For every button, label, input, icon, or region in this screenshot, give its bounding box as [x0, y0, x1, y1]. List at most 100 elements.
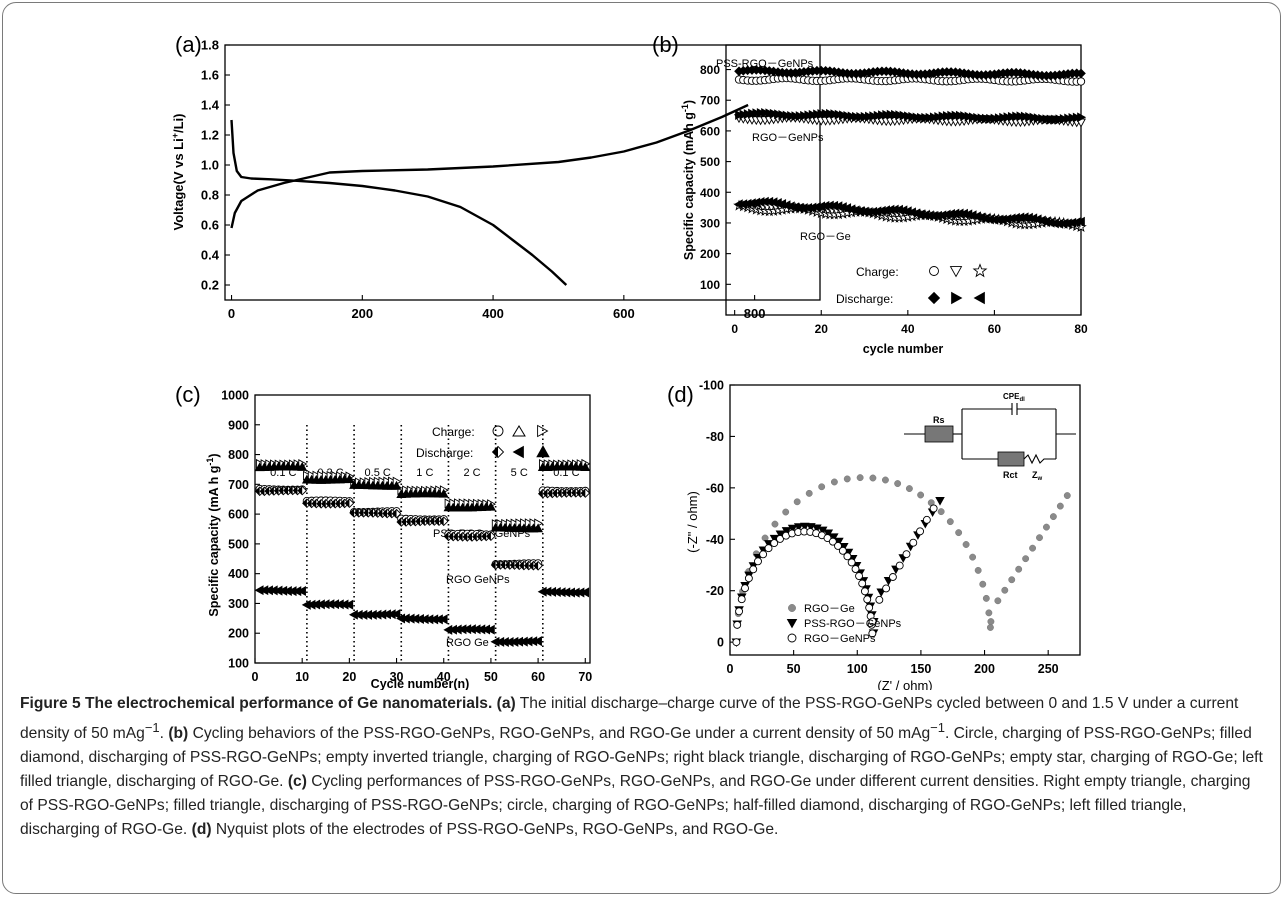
marker-circle-open — [787, 633, 797, 643]
y-tick-label: -100 — [699, 379, 724, 393]
marker-triangle-right — [929, 112, 939, 123]
x-tick-label: 40 — [437, 670, 451, 684]
panel-c-ylabel: Specific capacity (mA h g-1) — [205, 453, 221, 616]
marker-triangle-right — [895, 110, 905, 121]
marker-circle-open — [875, 595, 884, 604]
marker-circle-open — [882, 584, 891, 593]
marker-triangle-right — [1029, 112, 1039, 123]
marker-diamond-half — [533, 560, 543, 571]
marker-triangle-right — [869, 111, 879, 122]
circuit-label-cpe: CPEdl — [1003, 392, 1025, 403]
marker-circle-open — [770, 539, 779, 548]
x-tick-label: 150 — [910, 662, 931, 676]
marker-circle-open — [922, 515, 931, 524]
marker-diamond-half — [344, 498, 355, 509]
marker-circle-open — [733, 620, 742, 629]
rate-label: 1 C — [416, 467, 433, 479]
x-tick-label: 60 — [988, 322, 1002, 336]
y-tick-label: -60 — [706, 481, 724, 495]
marker-triangle-right — [968, 112, 978, 123]
marker-circle-gray — [788, 604, 796, 612]
x-tick-label: 100 — [847, 662, 868, 676]
marker-circle-gray — [1029, 544, 1037, 552]
marker-triangle-down — [793, 523, 804, 532]
marker-triangle-right — [765, 108, 775, 119]
series-diamond-half — [254, 485, 591, 571]
marker-triangle-right — [955, 110, 965, 121]
marker-circle-gray — [843, 475, 851, 483]
caption-c-text: Cycling performances of PSS-RGO-GeNPs, R… — [20, 773, 1251, 839]
marker-circle-open — [929, 504, 938, 513]
discharge-curve — [230, 119, 568, 286]
y-tick-label: 100 — [700, 278, 720, 292]
marker-triangle-right — [839, 110, 849, 121]
marker-triangle-right — [882, 109, 892, 120]
x-tick-label: 20 — [342, 670, 356, 684]
marker-triangle-right — [1033, 113, 1043, 124]
x-tick-label: 250 — [1038, 662, 1059, 676]
panel-c-legend-discharge: Discharge: — [416, 446, 473, 460]
x-tick-label: 70 — [578, 670, 592, 684]
marker-circle-open — [888, 573, 897, 581]
caption-d-text: Nyquist plots of the electrodes of PSS-R… — [215, 821, 779, 839]
x-tick-label: 40 — [901, 322, 915, 336]
marker-circle-gray — [782, 508, 790, 516]
marker-triangle-down-open — [949, 266, 963, 278]
y-tick-label: 800 — [700, 63, 720, 77]
circuit-label-zw: Zw — [1032, 470, 1043, 482]
marker-triangle-right — [1003, 112, 1013, 123]
panel-c-legend-charge: Charge: — [432, 425, 475, 439]
marker-triangle-right — [791, 111, 801, 122]
marker-circle-open — [868, 629, 877, 638]
marker-circle-gray — [937, 508, 945, 516]
marker-circle-gray — [881, 476, 889, 484]
marker-triangle-right — [878, 110, 888, 121]
panel-b-annot-rgo-genps: RGO－GeNPs — [752, 132, 824, 144]
marker-triangle-up — [485, 501, 496, 511]
marker-triangle-right — [1038, 113, 1048, 124]
x-tick-label: 200 — [351, 306, 373, 321]
panel-b-legend-charge: Charge: — [856, 265, 899, 279]
caption-b-text-2: . Circle, charging of PSS-RGO-GeNPs; fil… — [20, 725, 1263, 791]
marker-triangle-right — [735, 110, 745, 120]
marker-circle-open — [823, 534, 832, 543]
marker-diamond — [1076, 68, 1086, 79]
x-tick-label: 20 — [815, 322, 829, 336]
marker-triangle-right — [925, 112, 935, 123]
x-tick-label: 600 — [613, 306, 635, 321]
marker-triangle-right — [847, 111, 857, 122]
marker-triangle-right — [1046, 114, 1056, 125]
panel-c: (c) Specific capacity (mA h g-1) Cycle n… — [175, 382, 592, 690]
marker-circle-open — [764, 544, 773, 553]
marker-circle-gray — [793, 498, 801, 506]
y-tick-label: 0.6 — [201, 218, 219, 233]
marker-circle-gray — [994, 597, 1002, 605]
marker-triangle-up — [438, 488, 449, 498]
y-tick-label: 700 — [228, 478, 249, 492]
marker-triangle-right — [891, 109, 900, 120]
marker-circle-open — [749, 565, 758, 574]
marker-triangle-left — [391, 609, 401, 620]
marker-triangle-right — [947, 110, 957, 121]
marker-triangle-right — [865, 111, 875, 122]
marker-triangle-right — [908, 111, 918, 122]
marker-star-open — [972, 263, 988, 278]
marker-triangle-down — [781, 527, 792, 536]
marker-diamond-half — [391, 508, 402, 519]
marker-triangle-right — [942, 111, 952, 121]
marker-triangle-right — [1072, 112, 1082, 123]
marker-triangle-right — [800, 110, 810, 121]
y-tick-label: 700 — [700, 94, 720, 108]
rate-label: 5 C — [511, 467, 528, 479]
marker-triangle-right — [843, 111, 853, 121]
x-tick-label: 50 — [484, 670, 498, 684]
marker-circle-open — [863, 595, 872, 604]
marker-triangle-left — [344, 599, 354, 610]
y-tick-label: 100 — [228, 657, 249, 671]
y-tick-label: 400 — [228, 567, 249, 581]
marker-diamond-half — [297, 485, 308, 496]
panel-b-ylabel: Specific capacity (mAh g-1) — [680, 100, 696, 260]
marker-triangle-up — [297, 461, 308, 471]
marker-triangle-down — [834, 537, 844, 547]
y-tick-label: 1.4 — [201, 98, 220, 113]
